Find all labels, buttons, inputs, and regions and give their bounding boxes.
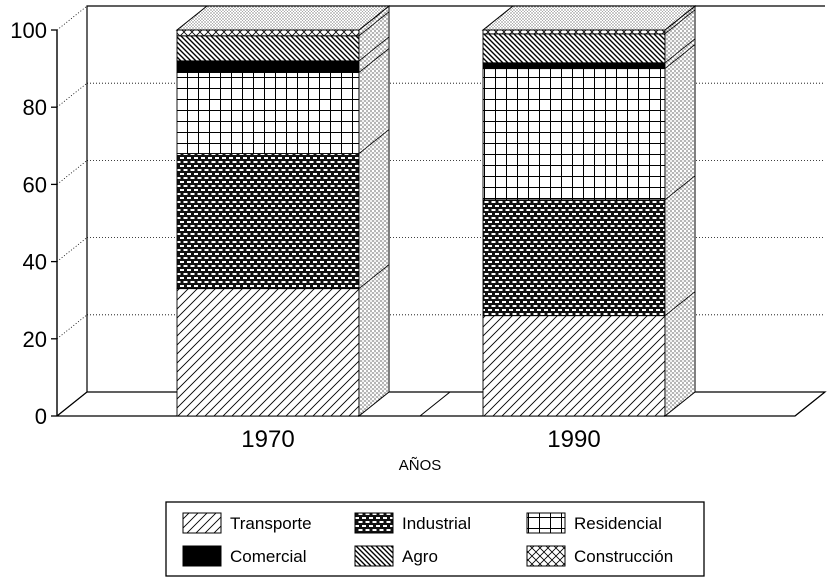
x-tick-label: 1990 <box>547 426 600 453</box>
bar-segment-transporte <box>482 315 666 417</box>
legend: Transporte Industrial Residencial Comercial… <box>165 501 705 577</box>
y-tick-label: 20 <box>23 327 47 352</box>
x-axis-label: AÑOS <box>399 457 442 474</box>
bar-side-divider <box>664 38 696 64</box>
gridline-side <box>56 5 88 31</box>
bar-segment-residencial <box>482 68 666 201</box>
bar-side-divider <box>664 175 696 201</box>
legend-item-agro: Agro <box>354 545 438 567</box>
bar-segment-agro <box>482 33 666 64</box>
bar-side-divider <box>358 264 390 289</box>
bar-segment-residencial <box>176 72 360 154</box>
bar-side-divider <box>664 9 696 35</box>
gridline-side <box>56 160 88 185</box>
gridline-side <box>56 237 88 262</box>
bar-side-divider <box>664 44 696 69</box>
gridline-side <box>56 82 88 108</box>
bar-1990 <box>481 4 697 418</box>
legend-label: Residencial <box>574 514 662 533</box>
gridlines <box>56 5 825 340</box>
legend-label: Agro <box>402 547 438 566</box>
floor-edge <box>57 391 827 417</box>
legend-swatch <box>182 512 222 534</box>
floor-divider <box>56 391 88 417</box>
bars <box>175 4 697 418</box>
y-tick-label: 60 <box>23 172 47 197</box>
bar-segment-industrial <box>176 153 360 290</box>
legend-item-industrial: Industrial <box>354 512 471 534</box>
legend-item-residencial: Residencial <box>526 512 662 534</box>
bar-1970 <box>175 4 391 418</box>
bar-segment-comercial <box>176 60 360 73</box>
legend-box <box>165 501 705 577</box>
y-tick-label: 100 <box>10 18 47 43</box>
legend-swatch <box>526 545 566 567</box>
legend-swatch <box>182 545 222 567</box>
legend-label: Construcción <box>574 547 673 566</box>
legend-label: Industrial <box>402 514 471 533</box>
gridline-side <box>56 314 88 340</box>
legend-item-comercial: Comercial <box>182 545 307 567</box>
bar-side-face <box>664 4 696 418</box>
x-tick-label: 1970 <box>241 426 294 453</box>
legend-item-transporte: Transporte <box>182 512 312 534</box>
x-axis-categories: 1970 1990 <box>241 426 600 453</box>
legend-swatch <box>526 512 566 534</box>
back-wall-edge <box>56 5 825 417</box>
floor-divider <box>794 391 826 417</box>
legend-label: Transporte <box>230 514 312 533</box>
bar-side-face <box>358 4 390 418</box>
bar-segment-agro <box>176 35 360 62</box>
bar-segment-construccion <box>482 29 666 35</box>
bar-top-face <box>481 5 697 31</box>
y-tick-label: 0 <box>35 404 47 429</box>
y-tick-label: 80 <box>23 95 47 120</box>
bar-segment-construccion <box>176 29 360 37</box>
bar-segment-comercial <box>482 62 666 70</box>
y-axis: 0 20 40 60 80 100 <box>10 18 57 429</box>
bar-side-divider <box>664 291 696 316</box>
bar-side-divider <box>358 11 390 37</box>
bar-side-divider <box>358 36 390 62</box>
bar-top-face <box>175 5 391 31</box>
legend-label: Comercial <box>230 547 307 566</box>
legend-swatch <box>354 545 394 567</box>
floor-divider <box>419 391 451 417</box>
legend-item-construccion: Construcción <box>526 545 673 567</box>
y-tick-label: 40 <box>23 250 47 275</box>
bar-segment-industrial <box>482 199 666 317</box>
bar-side-divider <box>358 48 390 73</box>
bar-side-divider <box>358 129 390 154</box>
plot-frame <box>56 5 827 417</box>
legend-swatch <box>354 512 394 534</box>
bar-segment-transporte <box>176 288 360 417</box>
